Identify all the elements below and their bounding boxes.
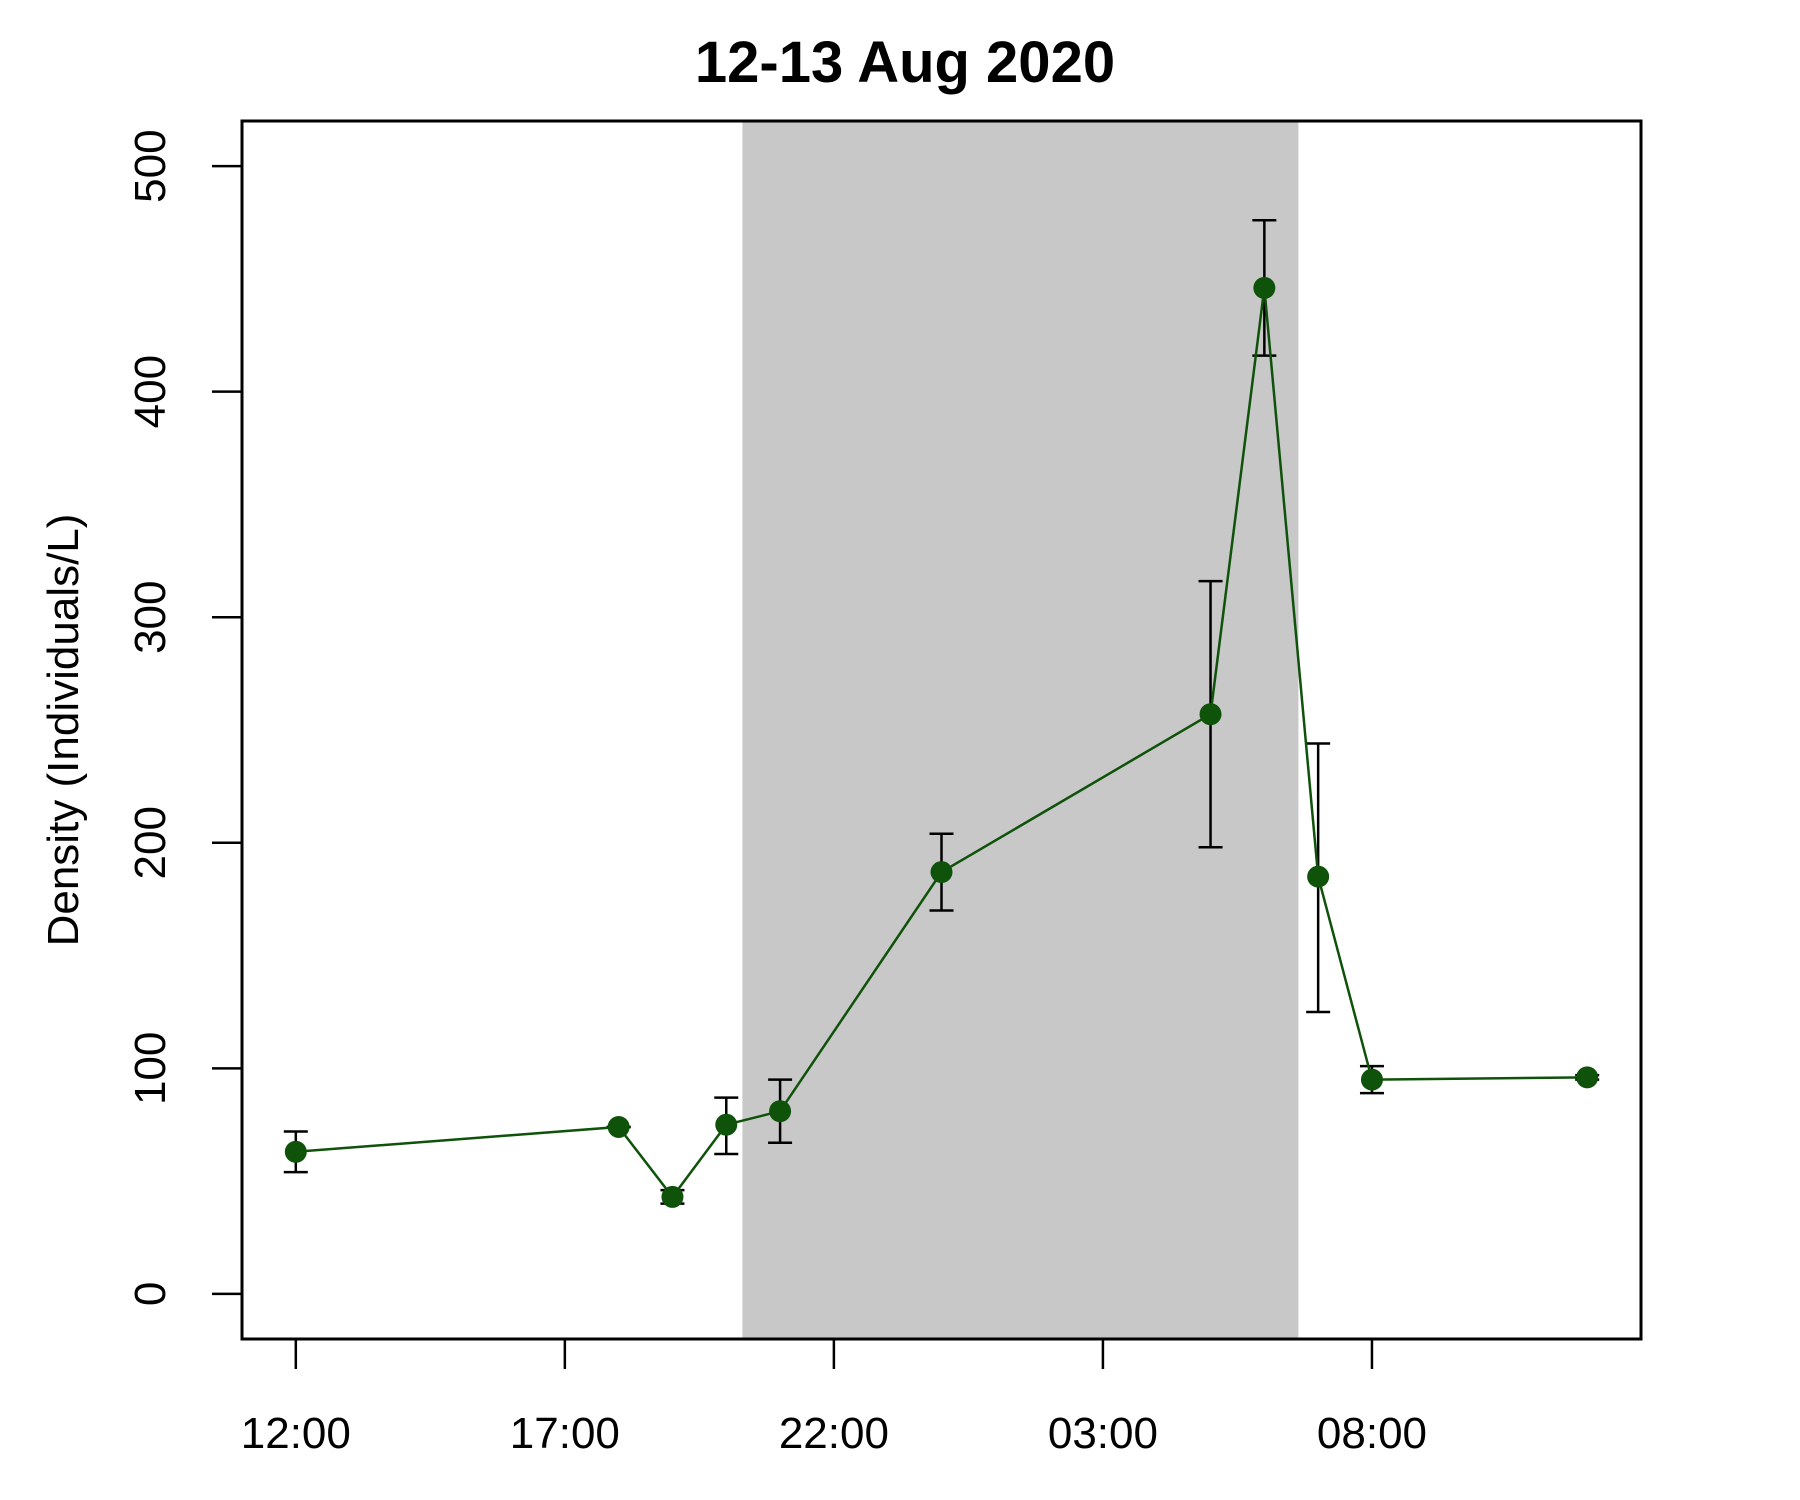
x-tick-label: 03:00 (1048, 1409, 1158, 1458)
data-point (1576, 1066, 1599, 1089)
data-point (1199, 703, 1222, 726)
data-point (661, 1185, 684, 1208)
data-point (284, 1140, 307, 1163)
x-tick-label: 12:00 (241, 1409, 351, 1458)
data-point (1253, 276, 1276, 299)
chart-title: 12-13 Aug 2020 (695, 30, 1115, 95)
data-point (715, 1113, 738, 1136)
y-tick-label: 0 (126, 1282, 175, 1306)
x-tick-label: 17:00 (510, 1409, 620, 1458)
data-point (1307, 865, 1330, 888)
y-tick-label: 300 (126, 581, 175, 654)
data-point (930, 861, 953, 884)
data-point (1360, 1068, 1383, 1091)
y-tick-label: 100 (126, 1032, 175, 1105)
data-point (607, 1115, 630, 1138)
data-point (769, 1100, 792, 1123)
x-tick-label: 08:00 (1317, 1409, 1427, 1458)
y-tick-label: 200 (126, 806, 175, 879)
y-tick-label: 400 (126, 355, 175, 428)
x-tick-label: 22:00 (779, 1409, 889, 1458)
y-axis-label: Density (Individuals/L) (39, 514, 88, 947)
y-tick-label: 500 (126, 129, 175, 202)
plot-frame (240, 119, 1643, 1341)
night-shading (742, 121, 1299, 1339)
